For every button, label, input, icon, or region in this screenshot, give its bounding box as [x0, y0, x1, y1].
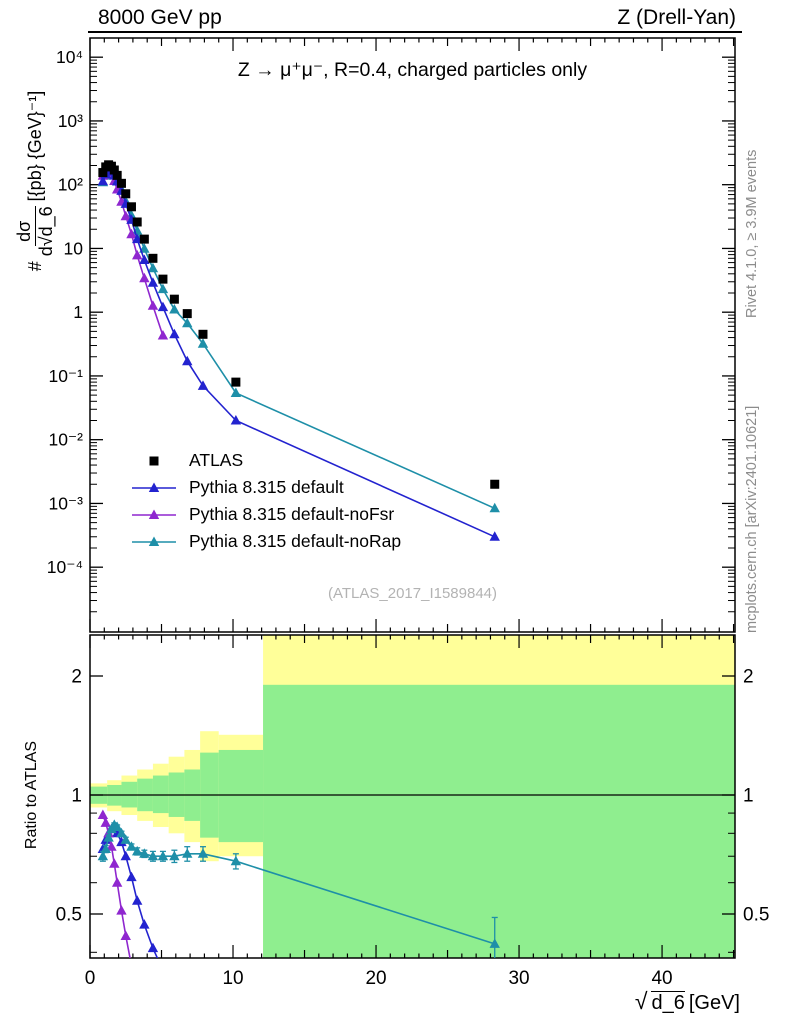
svg-text:10: 10 — [64, 238, 84, 258]
x-axis-label: √ d_6 [GeV] — [635, 988, 740, 1015]
sqrt-sign: √ — [634, 988, 648, 1014]
ylabel-prefix: # — [24, 261, 45, 272]
svg-text:0: 0 — [85, 968, 96, 989]
svg-text:2: 2 — [743, 667, 754, 688]
ylabel-denominator: d√d_6 — [34, 206, 56, 257]
main-y-axis-label: # dσ d√d_6 [{pb} {GeV}⁻¹] — [12, 21, 58, 341]
x-axis-units: [GeV] — [688, 992, 740, 1014]
legend: ATLAS Pythia 8.315 default Pythia 8.315 de… — [130, 447, 401, 555]
beam-label: 8000 GeV pp — [98, 6, 222, 29]
plot-title: Z → μ⁺μ⁻, R=0.4, charged particles only — [237, 59, 588, 81]
process-label: Z (Drell-Yan) — [617, 6, 736, 29]
svg-text:10⁻⁴: 10⁻⁴ — [47, 557, 83, 577]
svg-text:40: 40 — [651, 968, 672, 989]
triangle-marker-icon — [132, 536, 176, 546]
svg-text:30: 30 — [508, 968, 529, 989]
svg-text:1: 1 — [743, 786, 754, 807]
mcplots-arxiv-note: mcplots.cern.ch [arXiv:2401.10621] — [744, 405, 760, 633]
legend-item: Pythia 8.315 default — [130, 474, 401, 501]
svg-text:10⁻²: 10⁻² — [48, 430, 83, 450]
legend-label: Pythia 8.315 default-noRap — [189, 531, 402, 551]
ylabel-numerator: dσ — [14, 216, 36, 246]
svg-text:0.5: 0.5 — [56, 904, 82, 925]
analysis-watermark: (ATLAS_2017_I1589844) — [327, 585, 497, 602]
svg-text:1: 1 — [71, 786, 82, 807]
svg-text:1: 1 — [73, 302, 83, 322]
svg-text:0.5: 0.5 — [743, 904, 769, 925]
ratio-y-axis-label: Ratio to ATLAS — [23, 740, 40, 850]
ylabel-fraction: dσ d√d_6 — [14, 206, 56, 257]
legend-label: Pythia 8.315 default-noFsr — [189, 504, 395, 524]
svg-text:10⁻¹: 10⁻¹ — [48, 366, 83, 386]
svg-text:2: 2 — [71, 667, 82, 688]
legend-label: Pythia 8.315 default — [189, 477, 344, 497]
legend-item: ATLAS — [130, 447, 401, 474]
svg-text:10⁴: 10⁴ — [56, 47, 83, 67]
triangle-marker-icon — [132, 509, 176, 519]
square-marker-icon — [149, 456, 159, 465]
header-rule — [88, 31, 742, 33]
svg-text:20: 20 — [365, 968, 386, 989]
svg-text:10²: 10² — [58, 175, 83, 195]
svg-text:10³: 10³ — [58, 111, 83, 131]
svg-text:10⁻³: 10⁻³ — [48, 493, 83, 513]
legend-item: Pythia 8.315 default-noFsr — [130, 501, 401, 528]
svg-text:10: 10 — [222, 968, 243, 989]
ylabel-units: [{pb} {GeV}⁻¹] — [24, 90, 45, 202]
legend-item: Pythia 8.315 default-noRap — [130, 528, 401, 555]
rivet-version-note: Rivet 4.1.0, ≥ 3.9M events — [744, 149, 760, 318]
legend-label: ATLAS — [189, 450, 244, 470]
x-axis-radicand: d_6 — [651, 991, 685, 1014]
triangle-marker-icon — [132, 482, 176, 492]
